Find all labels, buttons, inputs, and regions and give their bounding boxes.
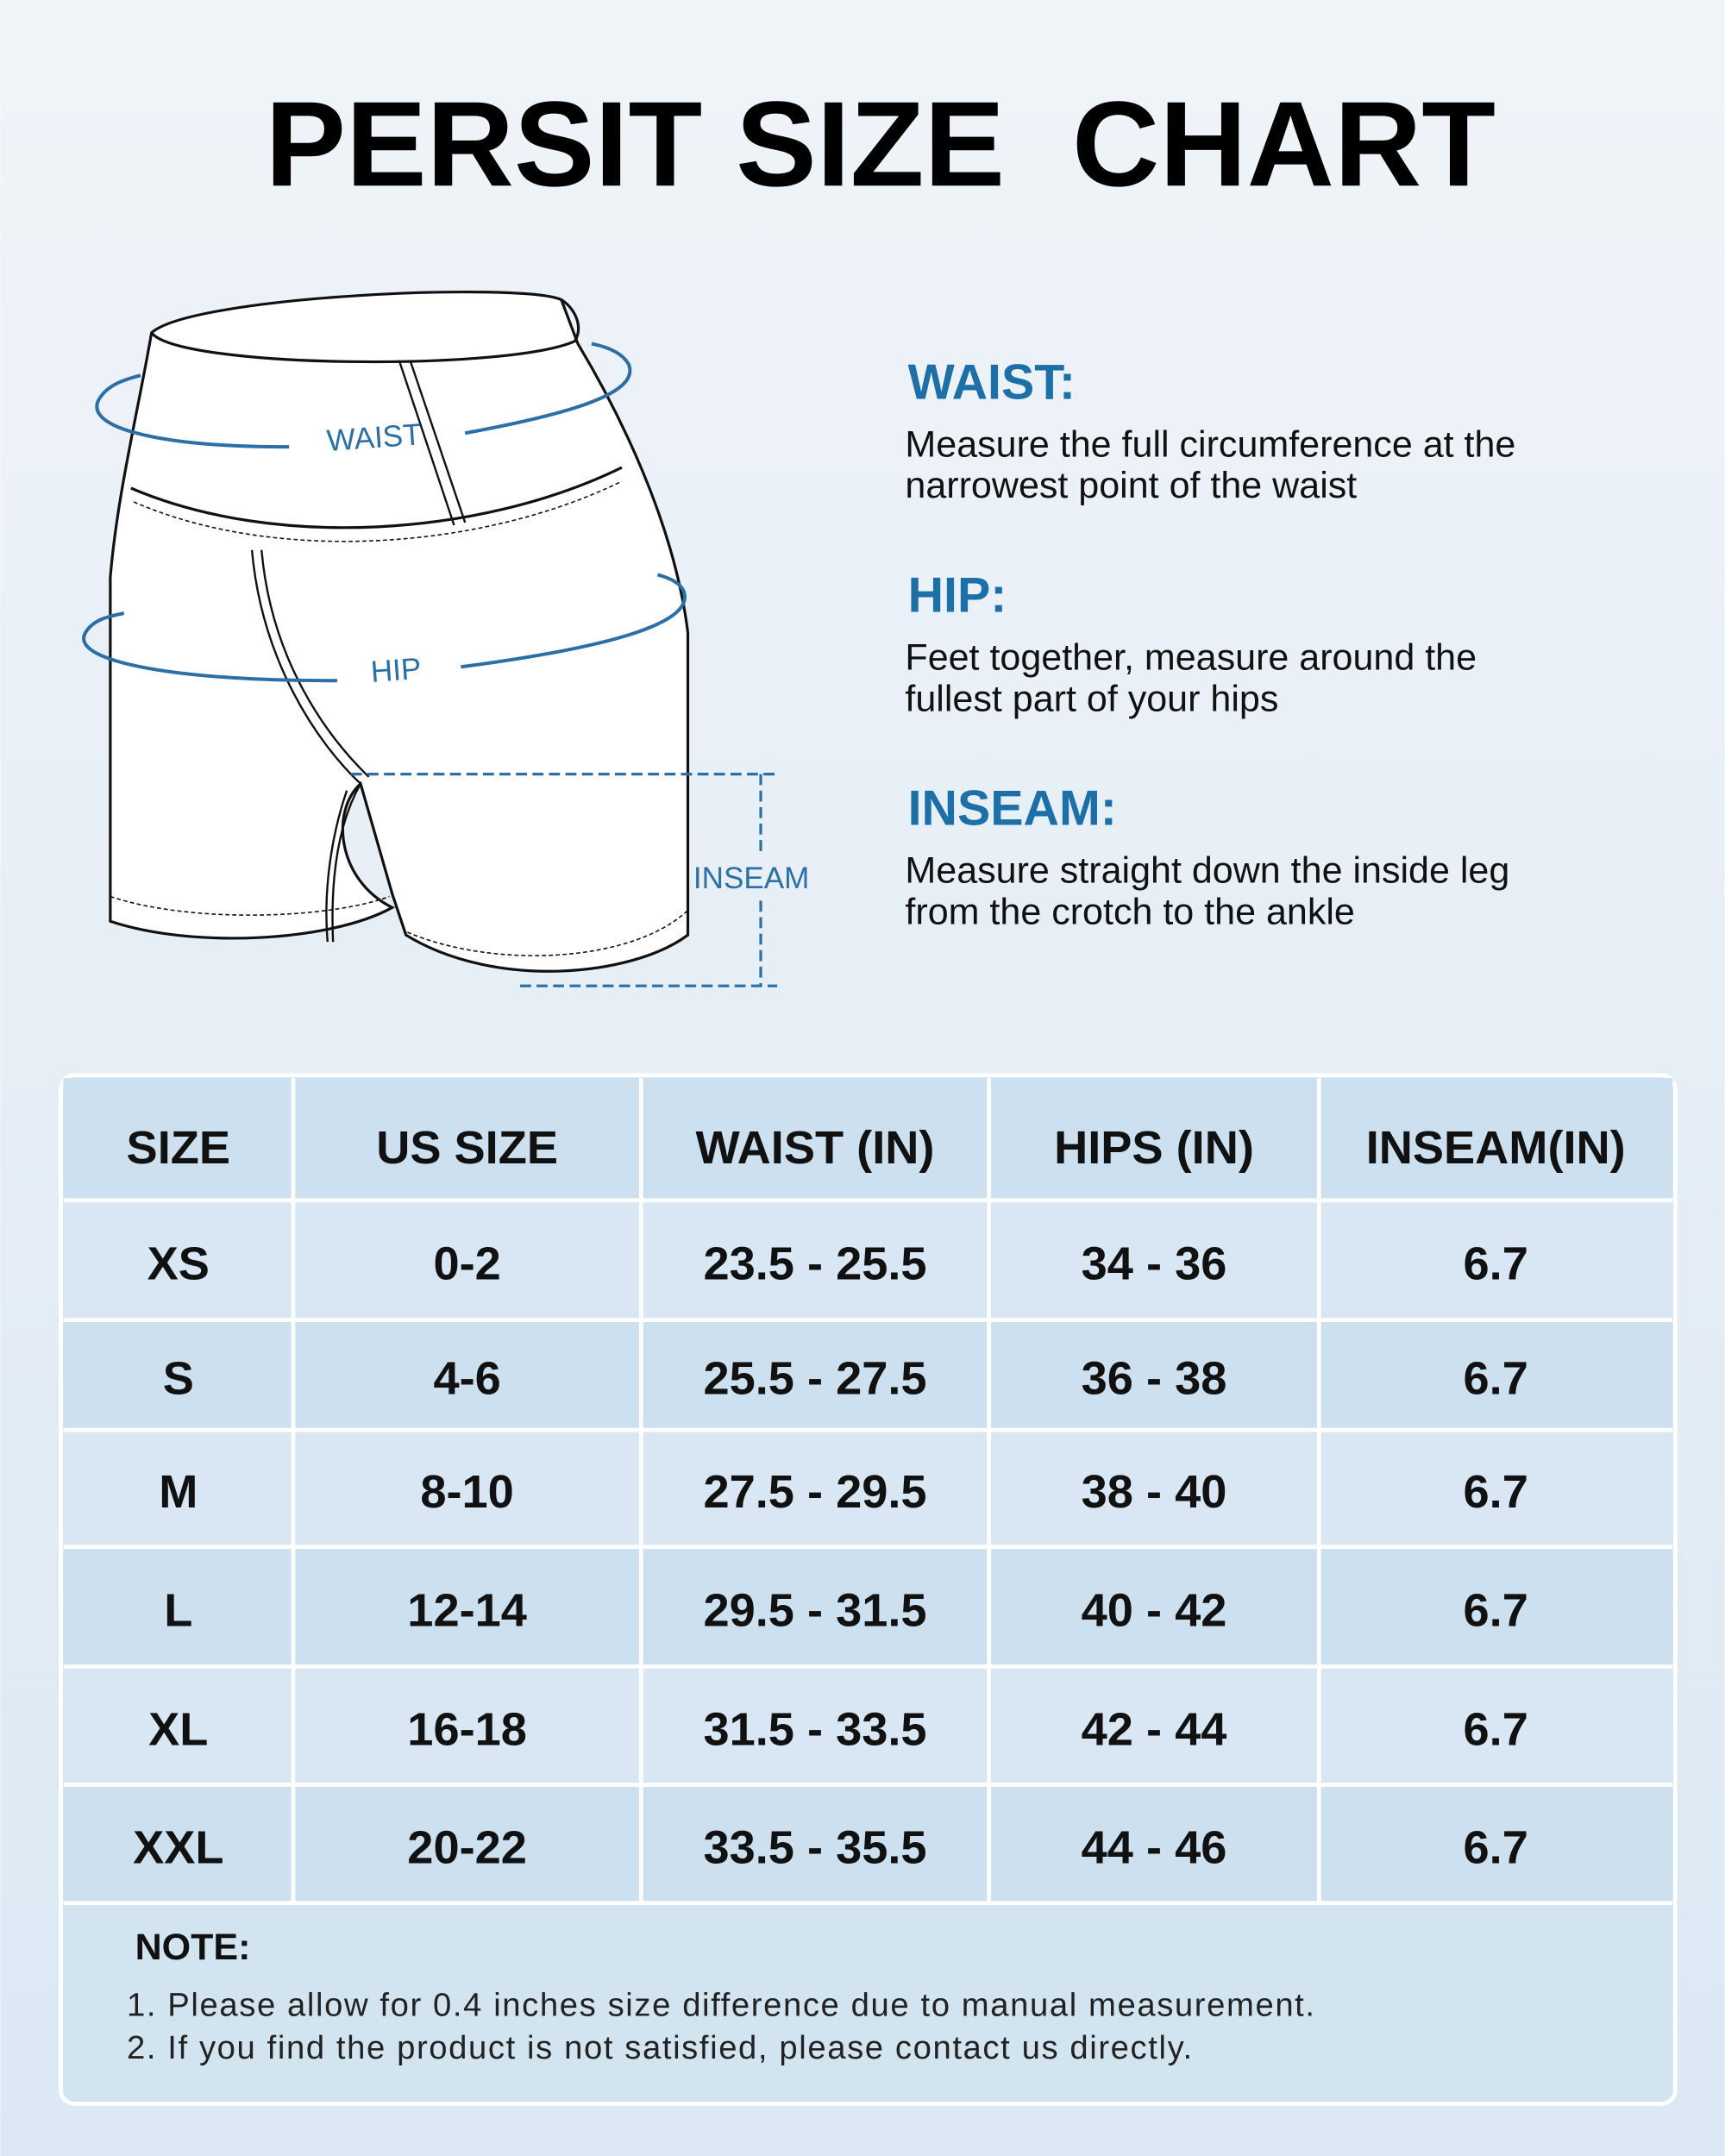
table-row bbox=[63, 1200, 1673, 1320]
table-cell: 44 - 46 bbox=[1082, 1821, 1227, 1873]
diagram-label: INSEAM bbox=[693, 862, 809, 895]
measurement-text: narrowest point of the waist bbox=[905, 465, 1357, 506]
table-cell: S bbox=[163, 1353, 194, 1405]
note-text: 2. If you find the product is not satisf… bbox=[127, 2029, 1194, 2066]
table-cell: 42 - 44 bbox=[1082, 1703, 1227, 1755]
table-cell: 38 - 40 bbox=[1082, 1466, 1227, 1518]
table-cell: 27.5 - 29.5 bbox=[703, 1466, 926, 1518]
diagram-label: WAIST bbox=[326, 417, 423, 458]
table-cell: 6.7 bbox=[1464, 1466, 1528, 1518]
measurement-text: Measure the full circumference at the bbox=[905, 423, 1515, 465]
measurement-title: INSEAM: bbox=[908, 781, 1117, 837]
table-row bbox=[63, 1319, 1673, 1431]
table-cell: 4-6 bbox=[433, 1353, 500, 1405]
measurement-title: HIP: bbox=[908, 568, 1007, 624]
table-row bbox=[63, 1784, 1673, 1903]
table-cell: 0-2 bbox=[433, 1238, 500, 1290]
table-header: HIPS (IN) bbox=[1054, 1122, 1254, 1174]
table-cell: 36 - 38 bbox=[1082, 1353, 1227, 1405]
measurement-text: fullest part of your hips bbox=[905, 678, 1278, 719]
table-row bbox=[63, 1430, 1673, 1547]
table-header: SIZE bbox=[127, 1122, 230, 1174]
measurement-text: from the crotch to the ankle bbox=[905, 891, 1354, 932]
table-cell: XS bbox=[147, 1238, 210, 1290]
table-cell: 29.5 - 31.5 bbox=[703, 1584, 926, 1636]
measure-guides bbox=[82, 342, 778, 987]
table-header: WAIST (IN) bbox=[696, 1122, 935, 1174]
table-cell: L bbox=[164, 1584, 192, 1636]
measurement-text: Measure straight down the inside leg bbox=[905, 850, 1509, 892]
title: PERSIT SIZE CHART bbox=[265, 76, 1495, 211]
table-cell: 12-14 bbox=[407, 1584, 527, 1636]
measurement-text: Feet together, measure around the bbox=[905, 636, 1477, 678]
table-header: INSEAM(IN) bbox=[1366, 1122, 1626, 1174]
table-cell: M bbox=[159, 1466, 198, 1518]
table-cell: 6.7 bbox=[1464, 1584, 1528, 1636]
table-cell: 8-10 bbox=[420, 1466, 513, 1518]
shorts-drawing bbox=[109, 290, 690, 973]
table-row bbox=[63, 1078, 1673, 1200]
table-cell: 6.7 bbox=[1464, 1353, 1528, 1405]
note-title: NOTE: bbox=[135, 1927, 251, 1968]
table-cell: 25.5 - 27.5 bbox=[703, 1353, 926, 1405]
table-cell: 6.7 bbox=[1464, 1821, 1528, 1873]
measurement-title: WAIST: bbox=[908, 354, 1076, 410]
table-row bbox=[63, 1546, 1673, 1667]
table-cell: XL bbox=[148, 1703, 208, 1755]
table-cell: 34 - 36 bbox=[1082, 1238, 1227, 1290]
table-row bbox=[63, 1666, 1673, 1785]
table-cell: 31.5 - 33.5 bbox=[703, 1703, 926, 1755]
table-cell: 40 - 42 bbox=[1082, 1584, 1227, 1636]
table-cell: 16-18 bbox=[407, 1703, 527, 1755]
table-cell: XXL bbox=[133, 1821, 223, 1873]
diagram-label: HIP bbox=[370, 652, 423, 689]
table-cell: 6.7 bbox=[1464, 1238, 1528, 1290]
note-text: 1. Please allow for 0.4 inches size diff… bbox=[127, 1986, 1316, 2023]
table-cell: 23.5 - 25.5 bbox=[703, 1238, 926, 1290]
table-cell: 33.5 - 35.5 bbox=[703, 1821, 926, 1873]
table-header: US SIZE bbox=[376, 1122, 558, 1174]
table-cell: 20-22 bbox=[407, 1821, 527, 1873]
table-cell: 6.7 bbox=[1464, 1703, 1528, 1755]
